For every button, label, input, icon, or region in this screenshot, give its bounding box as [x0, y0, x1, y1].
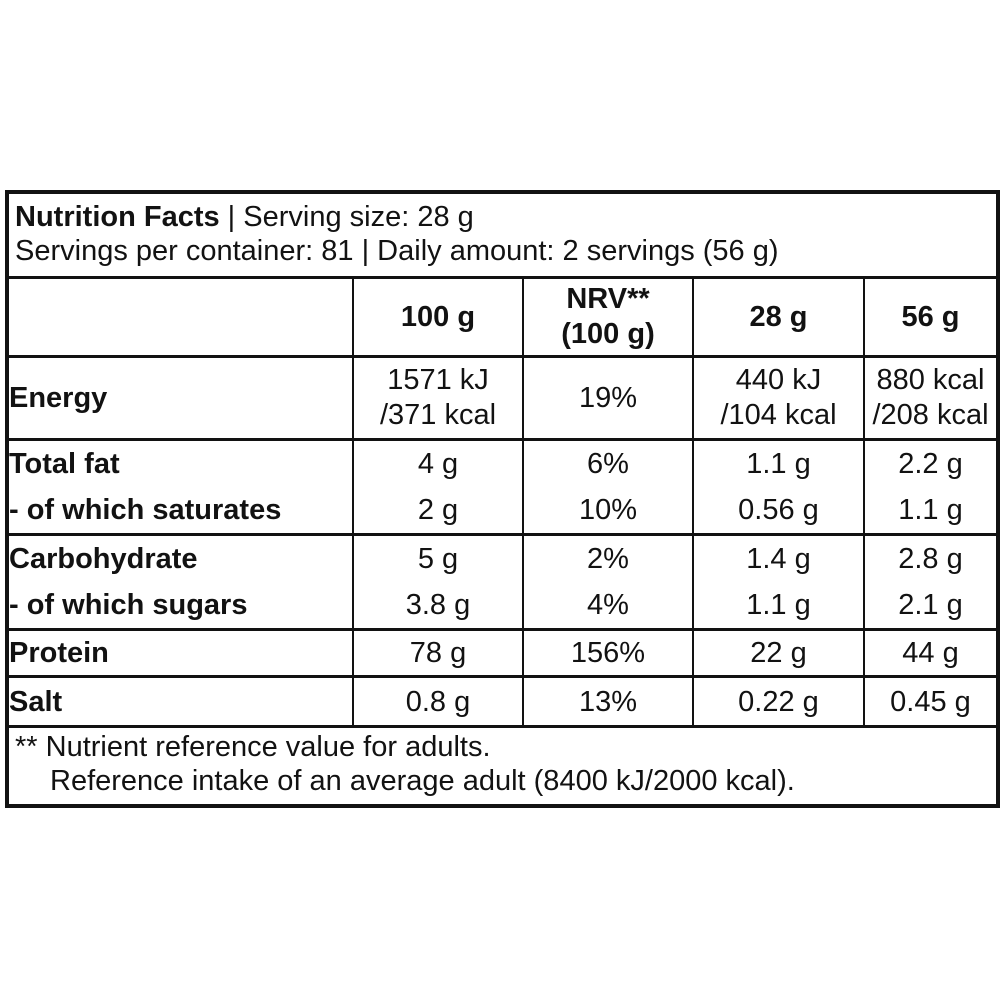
sugars-per-28g: 1.1 g: [692, 582, 865, 631]
protein-label: Protein: [6, 628, 354, 678]
energy-per-100g-kj: 1571 kJ: [387, 364, 489, 396]
carbohydrate-per-56g: 2.8 g: [863, 533, 999, 582]
total-fat-per-100g: 4 g: [352, 438, 524, 487]
salt-per-100g: 0.8 g: [352, 675, 524, 728]
protein-per-28g: 22 g: [692, 628, 865, 678]
col-header-100g: 100 g: [352, 276, 524, 358]
col-header-empty: [6, 276, 354, 358]
protein-nrv: 156%: [522, 628, 694, 678]
saturates-per-100g: 2 g: [352, 487, 524, 536]
footnote-line-1: ** Nutrient reference value for adults.: [15, 731, 491, 763]
energy-per-100g: 1571 kJ /371 kcal: [352, 355, 524, 441]
sugars-per-56g: 2.1 g: [863, 582, 999, 631]
carbohydrate-nrv: 2%: [522, 533, 694, 582]
col-header-56g: 56 g: [863, 276, 999, 358]
salt-label: Salt: [6, 675, 354, 728]
energy-nrv: 19%: [522, 355, 694, 441]
sugars-per-100g: 3.8 g: [352, 582, 524, 631]
energy-per-56g-line2: /208 kcal: [872, 399, 989, 431]
total-fat-nrv: 6%: [522, 438, 694, 487]
salt-per-56g: 0.45 g: [863, 675, 999, 728]
servings-per-container-text: Servings per container: 81 | Daily amoun…: [15, 235, 779, 267]
col-header-nrv-line1: NRV**: [566, 283, 650, 315]
energy-per-28g-kcal: /104 kcal: [720, 399, 837, 431]
energy-label: Energy: [6, 355, 354, 441]
energy-per-28g: 440 kJ /104 kcal: [692, 355, 865, 441]
carbohydrate-label: Carbohydrate: [6, 533, 354, 582]
col-header-nrv: NRV** (100 g): [522, 276, 694, 358]
carbohydrate-per-100g: 5 g: [352, 533, 524, 582]
saturates-nrv: 10%: [522, 487, 694, 536]
saturates-per-56g: 1.1 g: [863, 487, 999, 536]
nutrition-facts-title-line: Nutrition Facts | Serving size: 28 g: [15, 200, 986, 234]
energy-per-56g: 880 kcal /208 kcal: [863, 355, 999, 441]
footnote-section: ** Nutrient reference value for adults. …: [6, 725, 999, 808]
total-fat-per-28g: 1.1 g: [692, 438, 865, 487]
nutrition-facts-title: Nutrition Facts: [15, 201, 220, 233]
energy-per-28g-kj: 440 kJ: [735, 364, 822, 396]
nutrition-facts-table: Nutrition Facts | Serving size: 28 g Ser…: [5, 190, 1000, 808]
salt-per-28g: 0.22 g: [692, 675, 865, 728]
salt-nrv: 13%: [522, 675, 694, 728]
footnote-line-2: Reference intake of an average adult (84…: [50, 765, 795, 797]
serving-info-section: Nutrition Facts | Serving size: 28 g Ser…: [6, 190, 999, 279]
col-header-28g: 28 g: [692, 276, 865, 358]
sugars-label: - of which sugars: [6, 582, 354, 631]
sugars-nrv: 4%: [522, 582, 694, 631]
serving-size-text: | Serving size: 28 g: [219, 201, 474, 233]
total-fat-label: Total fat: [6, 438, 354, 487]
energy-per-100g-kcal: /371 kcal: [379, 399, 497, 431]
total-fat-per-56g: 2.2 g: [863, 438, 999, 487]
protein-per-100g: 78 g: [352, 628, 524, 678]
saturates-label: - of which saturates: [6, 487, 354, 536]
nutrition-facts-label: Nutrition Facts | Serving size: 28 g Ser…: [5, 190, 1000, 808]
col-header-nrv-line2: (100 g): [561, 318, 655, 350]
protein-per-56g: 44 g: [863, 628, 999, 678]
carbohydrate-per-28g: 1.4 g: [692, 533, 865, 582]
energy-per-56g-line1: 880 kcal: [876, 364, 985, 396]
saturates-per-28g: 0.56 g: [692, 487, 865, 536]
